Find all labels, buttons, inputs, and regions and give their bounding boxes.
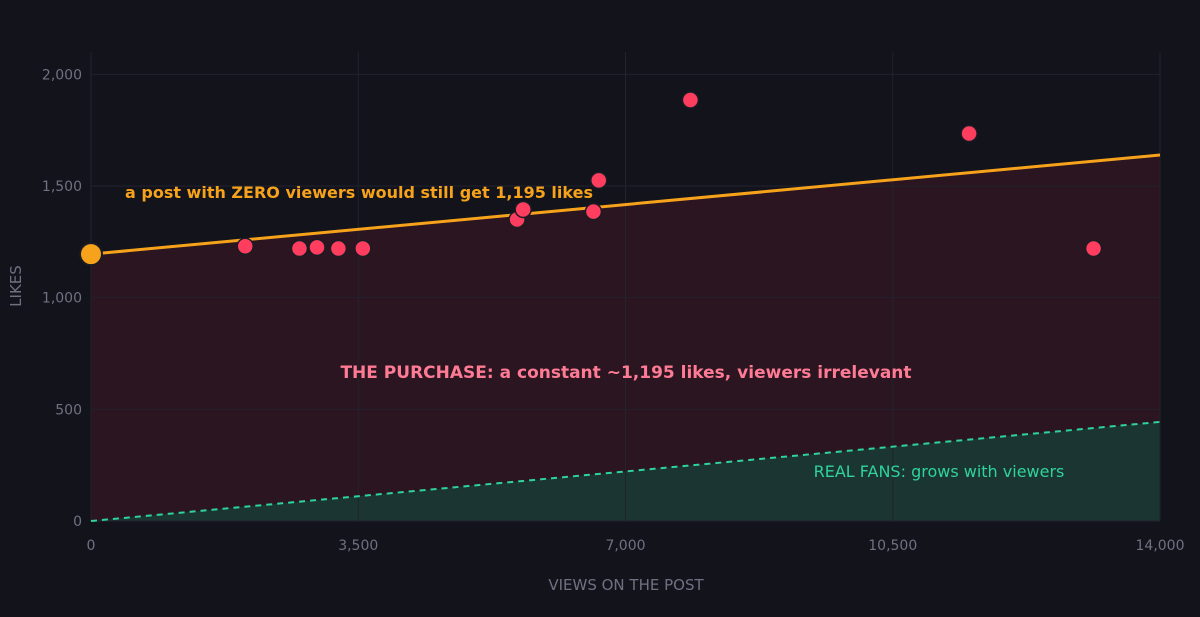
data-point-6	[514, 200, 532, 219]
y-tick-label-0: 0	[73, 514, 82, 530]
data-point-4	[354, 239, 372, 258]
data-point-10	[960, 124, 978, 143]
series-lines	[90, 153, 1161, 522]
x-tick-label-2: 7,000	[605, 538, 645, 554]
data-point-3	[329, 239, 348, 258]
data-point-7	[584, 202, 603, 221]
scatter-points	[79, 91, 1103, 267]
x-axis-label: VIEWS ON THE POST	[548, 576, 704, 594]
organic-annotation: REAL FANS: grows with viewers	[814, 462, 1065, 481]
purchase-fit-line	[90, 153, 1161, 256]
y-axis-label: LIKES	[7, 265, 25, 307]
y-tick-label-2: 1,000	[42, 291, 82, 307]
y-tick-label-1: 500	[55, 402, 82, 418]
purchase-annotation: THE PURCHASE: a constant ~1,195 likes, v…	[340, 363, 911, 383]
organic-trend-line	[90, 420, 1161, 522]
x-tick-label-0: 0	[87, 538, 96, 554]
tick-labels: 0 3,500 7,000 10,500 14,000 0 500 1,000 1,500 2,0…	[42, 67, 1185, 554]
x-tick-label-4: 14,000	[1136, 538, 1185, 554]
data-point-1	[290, 239, 309, 258]
intercept-annotation: a post with ZERO viewers would still get…	[125, 183, 593, 202]
data-point-2	[308, 238, 326, 257]
data-point-0	[236, 237, 254, 256]
annotations: a post with ZERO viewers would still get…	[125, 183, 1064, 481]
y-tick-label-4: 2,000	[42, 67, 82, 83]
intercept-point	[79, 242, 103, 267]
y-tick-label-3: 1,500	[42, 179, 82, 195]
data-point-8	[590, 171, 608, 190]
data-point-9	[681, 91, 700, 109]
grid-lines	[90, 52, 1161, 522]
data-point-11	[1084, 239, 1103, 258]
x-tick-label-1: 3,500	[338, 538, 378, 554]
x-tick-label-3: 10,500	[868, 538, 917, 554]
